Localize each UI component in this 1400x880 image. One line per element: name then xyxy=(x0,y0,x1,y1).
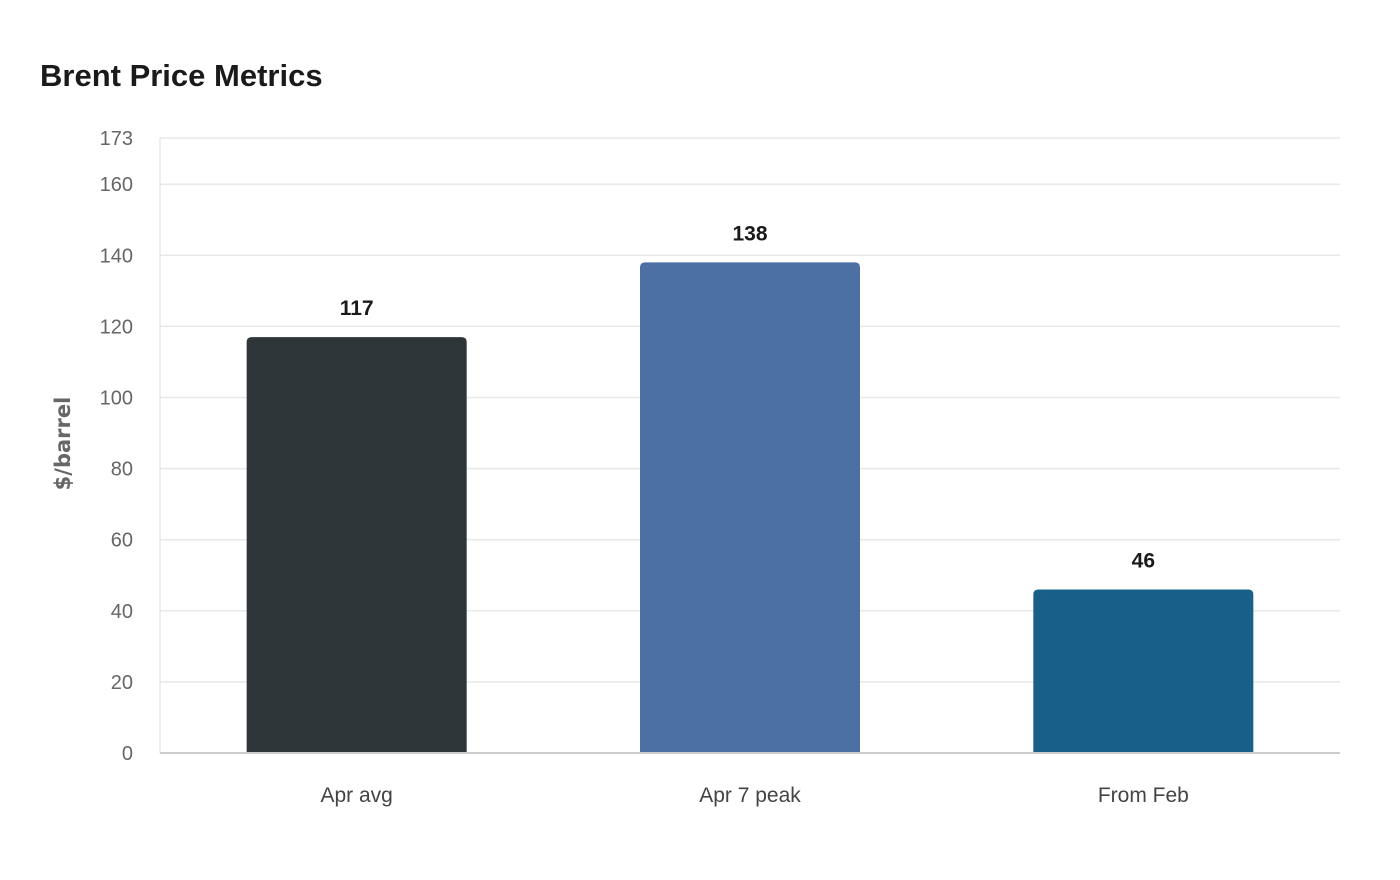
y-tick-label: 160 xyxy=(100,174,133,196)
category-labels: Apr avg Apr 7 peak From Feb xyxy=(320,784,1188,807)
chart-title: Brent Price Metrics xyxy=(40,58,323,93)
y-axis-ticks: 0 20 40 60 80 100 120 140 160 173 xyxy=(100,128,133,765)
y-tick-label: 173 xyxy=(100,128,133,150)
value-label: 46 xyxy=(1132,549,1155,572)
value-label: 117 xyxy=(340,297,374,320)
y-tick-label: 0 xyxy=(122,743,133,765)
bars xyxy=(246,262,1254,753)
bar-apr-avg xyxy=(246,337,467,753)
y-axis-label: $/barrel xyxy=(51,397,75,491)
y-tick-label: 60 xyxy=(111,530,133,552)
y-tick-label: 80 xyxy=(111,459,133,481)
x-tick-label: From Feb xyxy=(1098,784,1189,807)
value-label: 138 xyxy=(732,222,767,245)
y-tick-label: 40 xyxy=(111,601,133,623)
y-tick-label: 120 xyxy=(100,316,133,338)
y-tick-label: 140 xyxy=(100,245,133,267)
value-labels: 117 138 46 xyxy=(340,222,1155,572)
x-tick-label: Apr avg xyxy=(320,784,392,807)
y-tick-label: 20 xyxy=(111,672,133,694)
y-tick-label: 100 xyxy=(100,388,133,410)
bar-from-feb xyxy=(1033,589,1254,753)
x-tick-label: Apr 7 peak xyxy=(699,784,801,807)
bar-apr-7-peak xyxy=(640,262,860,753)
